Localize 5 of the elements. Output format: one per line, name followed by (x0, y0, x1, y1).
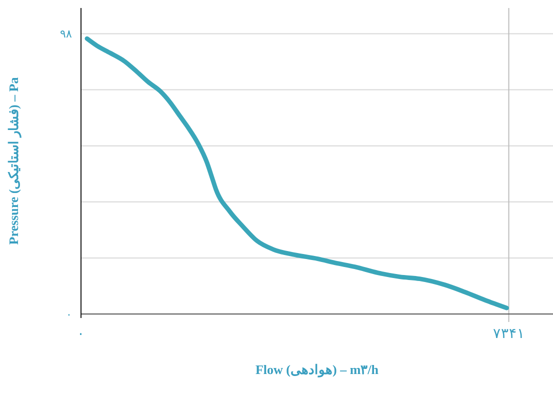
line-series (84, 36, 509, 310)
y-axis-title: Pressure (فشار استاتیکی) – Pa (6, 76, 22, 245)
y-tick-label: ۹۸ (60, 28, 72, 41)
x-tick-label: ۷۳۴۱ (492, 327, 525, 342)
x-axis-title: Flow (هوادهی) – m۳/h (255, 362, 380, 378)
